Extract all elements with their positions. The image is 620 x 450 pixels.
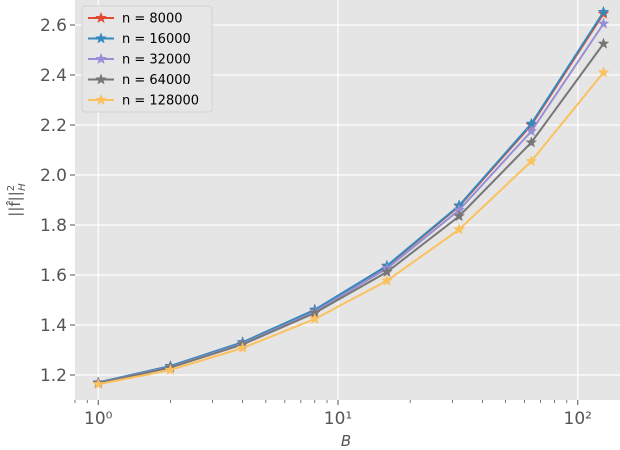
x-tick-label: 10² [564, 409, 592, 429]
y-tick-label: 1.2 [40, 366, 67, 386]
data-point-star [525, 155, 538, 167]
legend-star-icon [95, 52, 107, 65]
data-point-star [597, 66, 610, 78]
series-line [98, 11, 605, 384]
legend-star-icon [95, 11, 107, 24]
legend-entry: n = 32000 [88, 53, 191, 68]
legend-label: n = 64000 [122, 73, 191, 88]
legend-entry: n = 64000 [88, 73, 191, 88]
y-tick-label: 2.2 [40, 116, 67, 136]
legend-label: n = 8000 [122, 12, 182, 27]
series-line [98, 71, 605, 386]
legend-box [81, 5, 213, 113]
y-tick-label: 2.6 [40, 16, 67, 36]
data-point-star [525, 125, 538, 137]
series-layer [92, 5, 610, 390]
legend-star-icon [95, 73, 107, 85]
legend-entry: n = 128000 [88, 94, 199, 109]
legend-star-icon [95, 32, 107, 44]
legend-label: n = 16000 [122, 32, 191, 47]
data-point-star [92, 378, 105, 390]
data-point-star [236, 341, 249, 354]
x-tick-label: 10⁰ [84, 409, 113, 429]
data-point-star [381, 265, 393, 278]
legend-label: n = 128000 [122, 94, 199, 109]
data-point-star [308, 312, 321, 325]
y-tick-label: 1.6 [40, 266, 67, 286]
x-axis-label: B [341, 432, 351, 450]
data-point-star [453, 210, 466, 222]
data-point-star [164, 363, 177, 376]
data-point-star [525, 136, 538, 148]
x-tick-label: 10¹ [324, 409, 352, 429]
y-tick-label: 2.0 [40, 166, 67, 186]
legend-label: n = 32000 [122, 53, 191, 68]
y-tick-label: 1.8 [40, 216, 67, 236]
legend-entry: n = 8000 [88, 12, 182, 27]
y-tick-label: 1.4 [40, 316, 67, 336]
axis-ticks: 1.2 1.4 1.6 1.8 2.0 2.2 2.4 2.6 10⁰ 10¹ 10² [40, 16, 592, 429]
data-point-star [597, 5, 610, 18]
series-5 [92, 66, 610, 390]
y-axis-label: ||f̂||2H [5, 183, 28, 217]
y-tick-label: 2.4 [40, 66, 67, 86]
data-point-star [453, 223, 466, 235]
data-point-star [597, 37, 610, 49]
legend-entry: n = 16000 [88, 32, 191, 47]
legend-star-icon [95, 93, 107, 106]
data-point-star [597, 17, 610, 29]
legend: n = 8000 n = 16000 n = 32000 n = 64000 n = 1… [81, 5, 213, 113]
data-point-star [381, 274, 393, 286]
series-line [98, 43, 605, 385]
